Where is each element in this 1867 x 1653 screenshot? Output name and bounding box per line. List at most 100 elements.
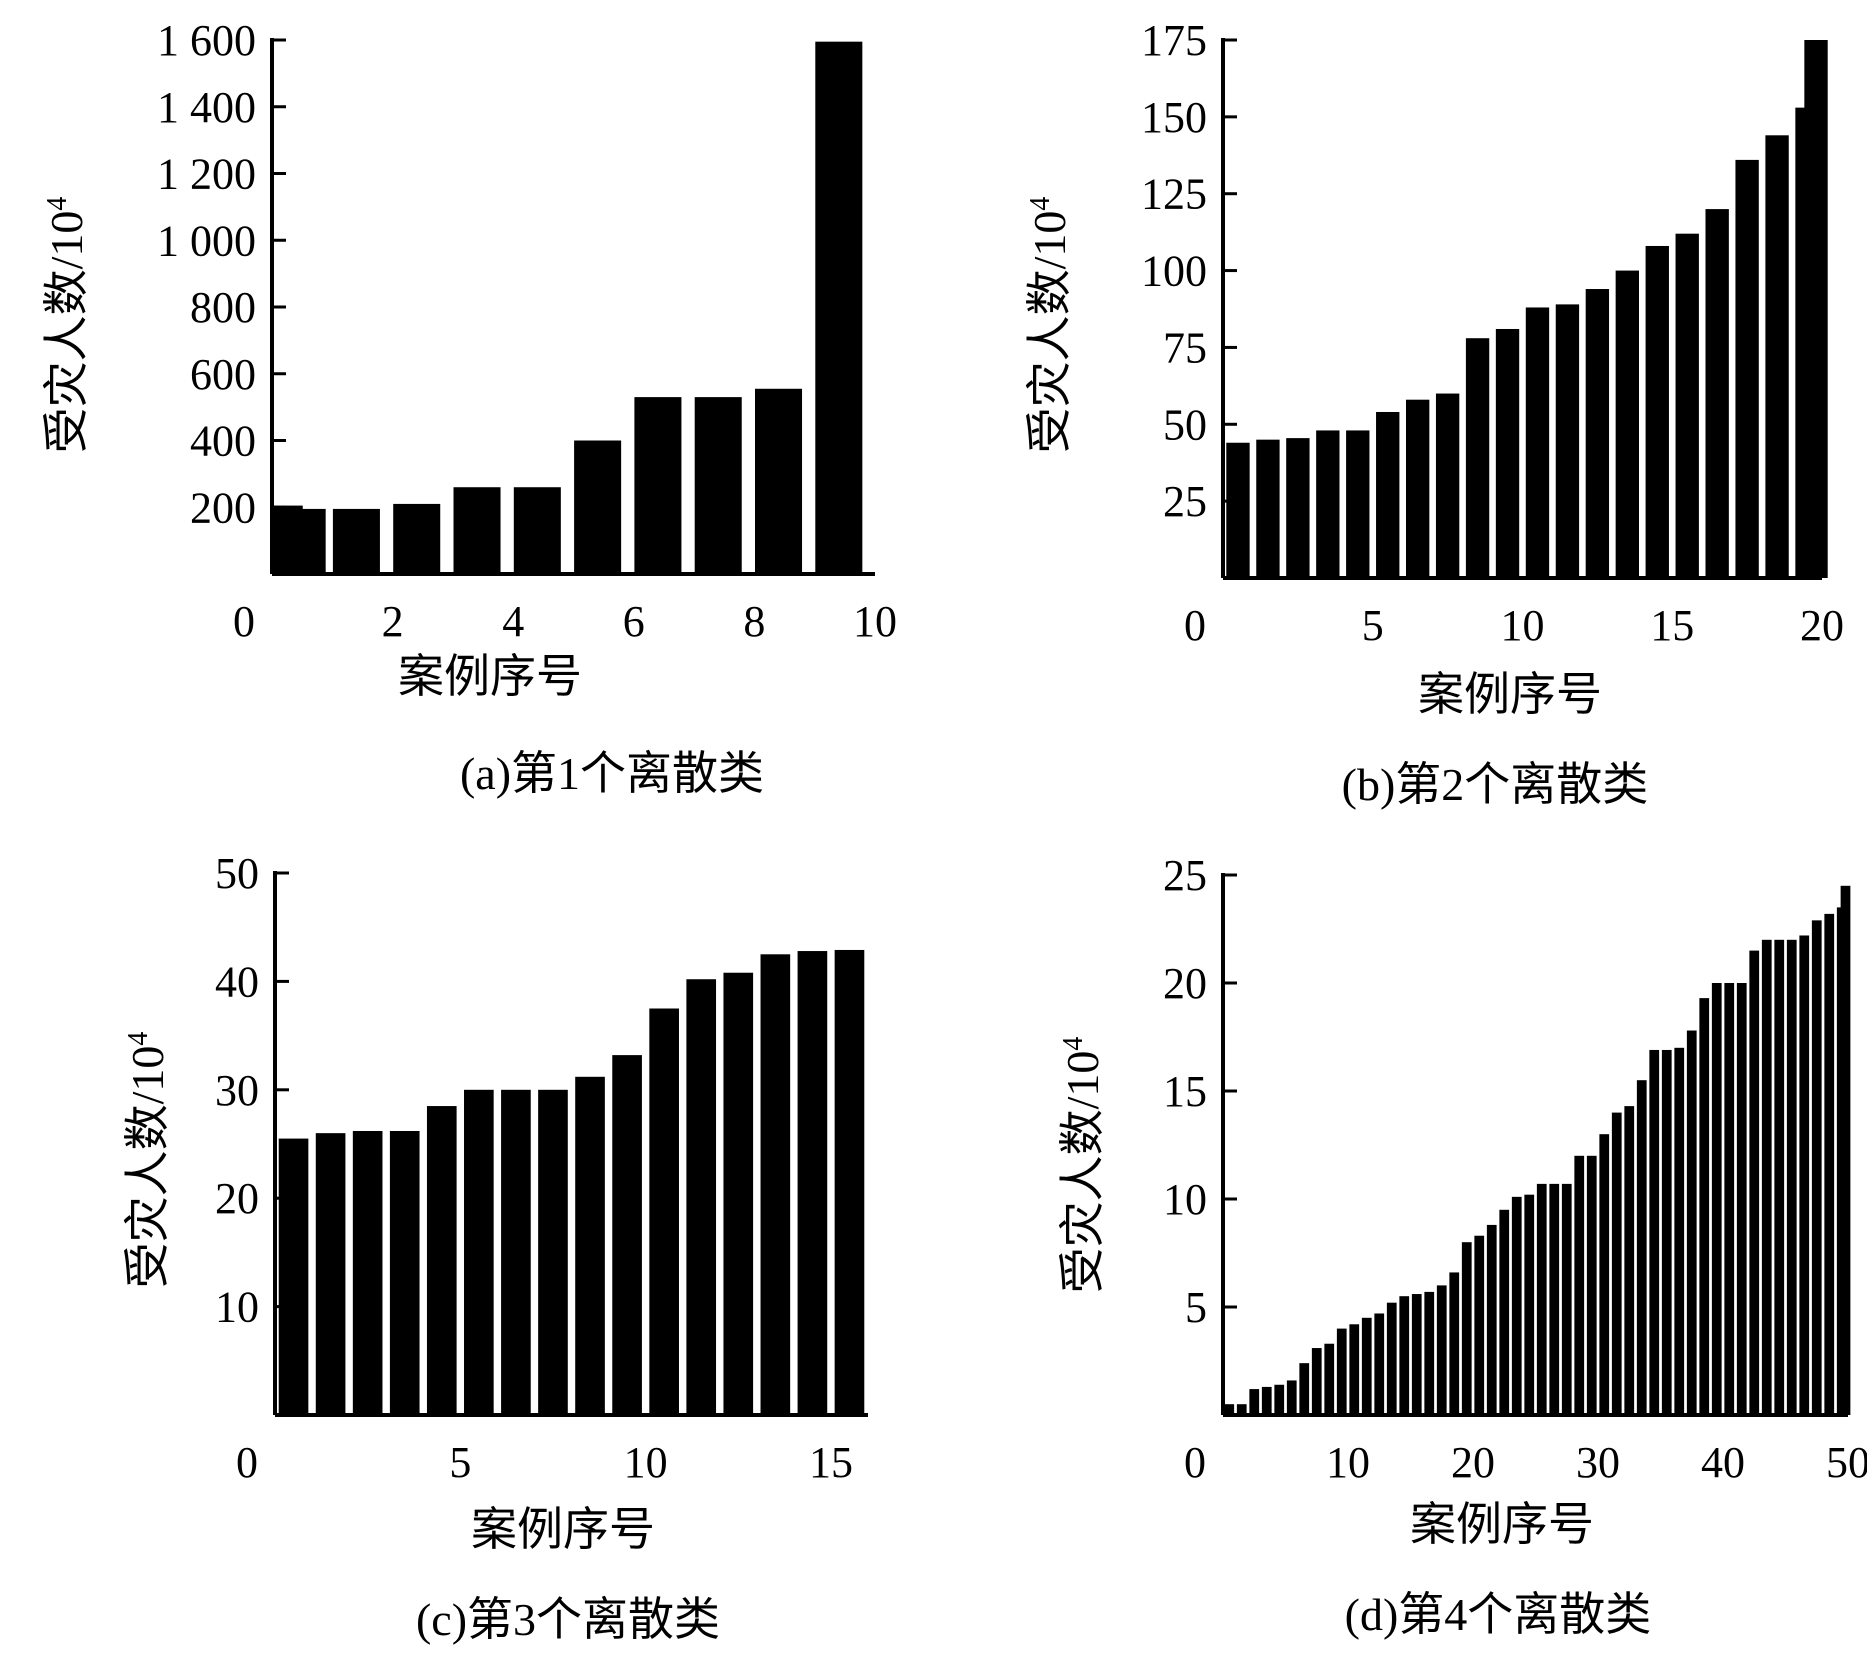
- y-tick-label: 25: [1163, 851, 1207, 900]
- bar: [1249, 1389, 1260, 1415]
- y-tick-label: 125: [1141, 170, 1207, 219]
- x-tick-label: 0: [1184, 601, 1206, 650]
- bar: [1435, 393, 1460, 578]
- bar: [1449, 1272, 1460, 1415]
- axes-b: [1221, 38, 1822, 580]
- bar: [834, 949, 865, 1415]
- bar: [1336, 1328, 1347, 1415]
- bar: [1461, 1242, 1472, 1415]
- bar: [1674, 1047, 1685, 1415]
- bar: [1226, 442, 1250, 578]
- bar: [1661, 1049, 1672, 1415]
- y-tick-label: 20: [215, 1174, 259, 1223]
- bar: [1645, 245, 1669, 578]
- bar: [1405, 399, 1430, 578]
- bar: [352, 1130, 383, 1415]
- bar: [1224, 1404, 1235, 1415]
- bar: [1286, 1380, 1297, 1415]
- bar: [686, 979, 717, 1415]
- bar: [575, 1076, 605, 1415]
- bar: [272, 505, 303, 574]
- chart-panel-b: 25 50 75 100 125 150 175 0 5 10 15 20 案例序号 受灾人数/104…: [1024, 16, 1844, 810]
- bar: [1486, 1224, 1497, 1415]
- bar: [649, 1008, 679, 1415]
- bar: [1256, 439, 1280, 578]
- y-tick-label: 40: [215, 957, 259, 1006]
- x-tick-label: 4: [502, 597, 524, 646]
- bar: [1524, 1194, 1535, 1415]
- x-tick-label: 20: [1451, 1438, 1495, 1487]
- bar: [1324, 1343, 1335, 1415]
- bar: [426, 1106, 457, 1415]
- y-tick-label: 10: [215, 1283, 259, 1332]
- bar: [1316, 430, 1340, 578]
- x-tick-label: 50: [1826, 1438, 1867, 1487]
- y-tick-label: 1 200: [157, 150, 256, 199]
- bar: [1399, 1296, 1410, 1415]
- bar: [1675, 233, 1699, 578]
- bar: [1376, 411, 1400, 578]
- chart-caption: (b)第2个离散类: [1342, 759, 1649, 810]
- bar: [1711, 983, 1722, 1415]
- bar: [1761, 939, 1772, 1415]
- chart-caption: (c)第3个离散类: [416, 1594, 720, 1645]
- x-tick-label: 8: [743, 597, 765, 646]
- y-tick-label: 150: [1141, 93, 1207, 142]
- x-axis-label: 案例序号: [1410, 1499, 1594, 1550]
- bar-series-c: [278, 949, 865, 1415]
- bar: [1236, 1404, 1247, 1415]
- y-tick-label: 100: [1141, 247, 1207, 296]
- x-tick-label: 15: [1650, 601, 1694, 650]
- y-tick-label: 15: [1163, 1067, 1207, 1116]
- y-axis-label: 受灾人数/104: [1024, 197, 1075, 454]
- bar: [1274, 1384, 1285, 1415]
- bar: [1286, 438, 1310, 578]
- y-tick-label: 50: [215, 849, 259, 898]
- bar-series-d: [1224, 885, 1851, 1415]
- bar: [1811, 920, 1822, 1415]
- chart-panel-c: 10 20 30 40 50 0 5 10 15 案例序号 受灾人数/104 (c)第3个离散类: [122, 849, 868, 1645]
- x-tick-label: 0: [233, 597, 255, 646]
- bar: [1474, 1235, 1485, 1415]
- x-tick-label: 0: [1184, 1438, 1206, 1487]
- bar: [1804, 40, 1828, 578]
- x-tick-label: 10: [624, 1438, 668, 1487]
- bar: [815, 41, 863, 574]
- y-axis-label: 受灾人数/104: [122, 1032, 173, 1289]
- bar-series-b: [1226, 40, 1828, 579]
- ticks-d: 5 10 15 20 25 0 10 20 30 40 50: [1163, 851, 1867, 1487]
- bar: [389, 1130, 420, 1415]
- bar: [1786, 939, 1797, 1415]
- y-axis-label: 受灾人数/104: [1057, 1037, 1108, 1294]
- y-tick-label: 200: [190, 483, 256, 532]
- y-tick-label: 1 400: [157, 83, 256, 132]
- bar: [1765, 135, 1789, 578]
- y-tick-label: 25: [1163, 477, 1207, 526]
- y-tick-label: 600: [190, 350, 256, 399]
- x-axis-label: 案例序号: [398, 651, 582, 702]
- x-axis-label: 案例序号: [471, 1504, 655, 1555]
- y-tick-label: 10: [1163, 1175, 1207, 1224]
- bar: [501, 1089, 531, 1415]
- bar: [1346, 430, 1370, 578]
- ticks-c: 10 20 30 40 50 0 5 10 15: [215, 849, 853, 1487]
- bar: [1555, 304, 1580, 578]
- bar: [1536, 1183, 1547, 1415]
- bar: [1705, 209, 1729, 579]
- bar: [1586, 1155, 1597, 1415]
- bar: [694, 397, 742, 574]
- chart-panel-d: 5 10 15 20 25 0 10 20 30 40 50 案例序号 受灾人数/104 (d)第4…: [1057, 851, 1867, 1640]
- bar: [1511, 1196, 1522, 1415]
- x-tick-label: 40: [1701, 1438, 1745, 1487]
- bar: [1525, 307, 1550, 578]
- bar: [1549, 1183, 1560, 1415]
- bar: [1424, 1291, 1435, 1415]
- bar: [1495, 328, 1520, 578]
- bar: [1599, 1134, 1610, 1415]
- y-tick-label: 1 600: [157, 16, 256, 65]
- bar: [760, 954, 791, 1415]
- bar: [574, 440, 622, 574]
- bar: [1774, 939, 1785, 1415]
- bar: [1736, 983, 1747, 1415]
